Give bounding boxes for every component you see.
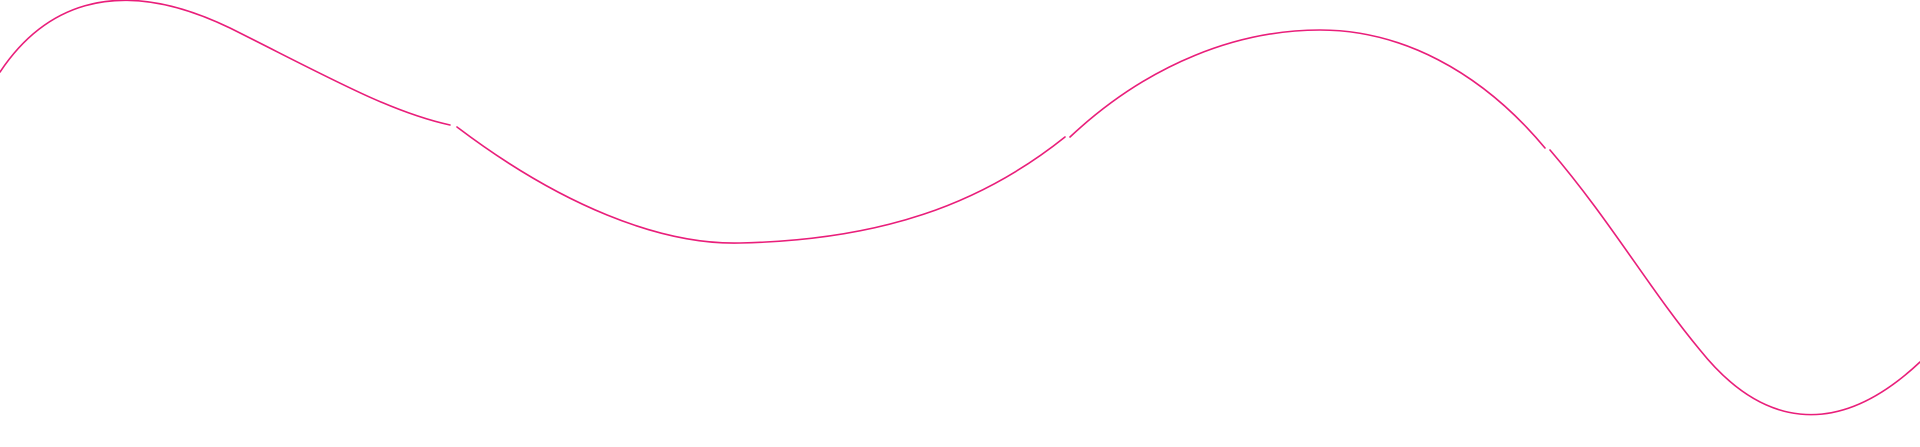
wave-segment-3 <box>1069 29 1546 149</box>
wave-segment-2 <box>456 126 1066 244</box>
wave-segment-1 <box>0 0 451 126</box>
wave-segment-4 <box>1549 149 1920 416</box>
